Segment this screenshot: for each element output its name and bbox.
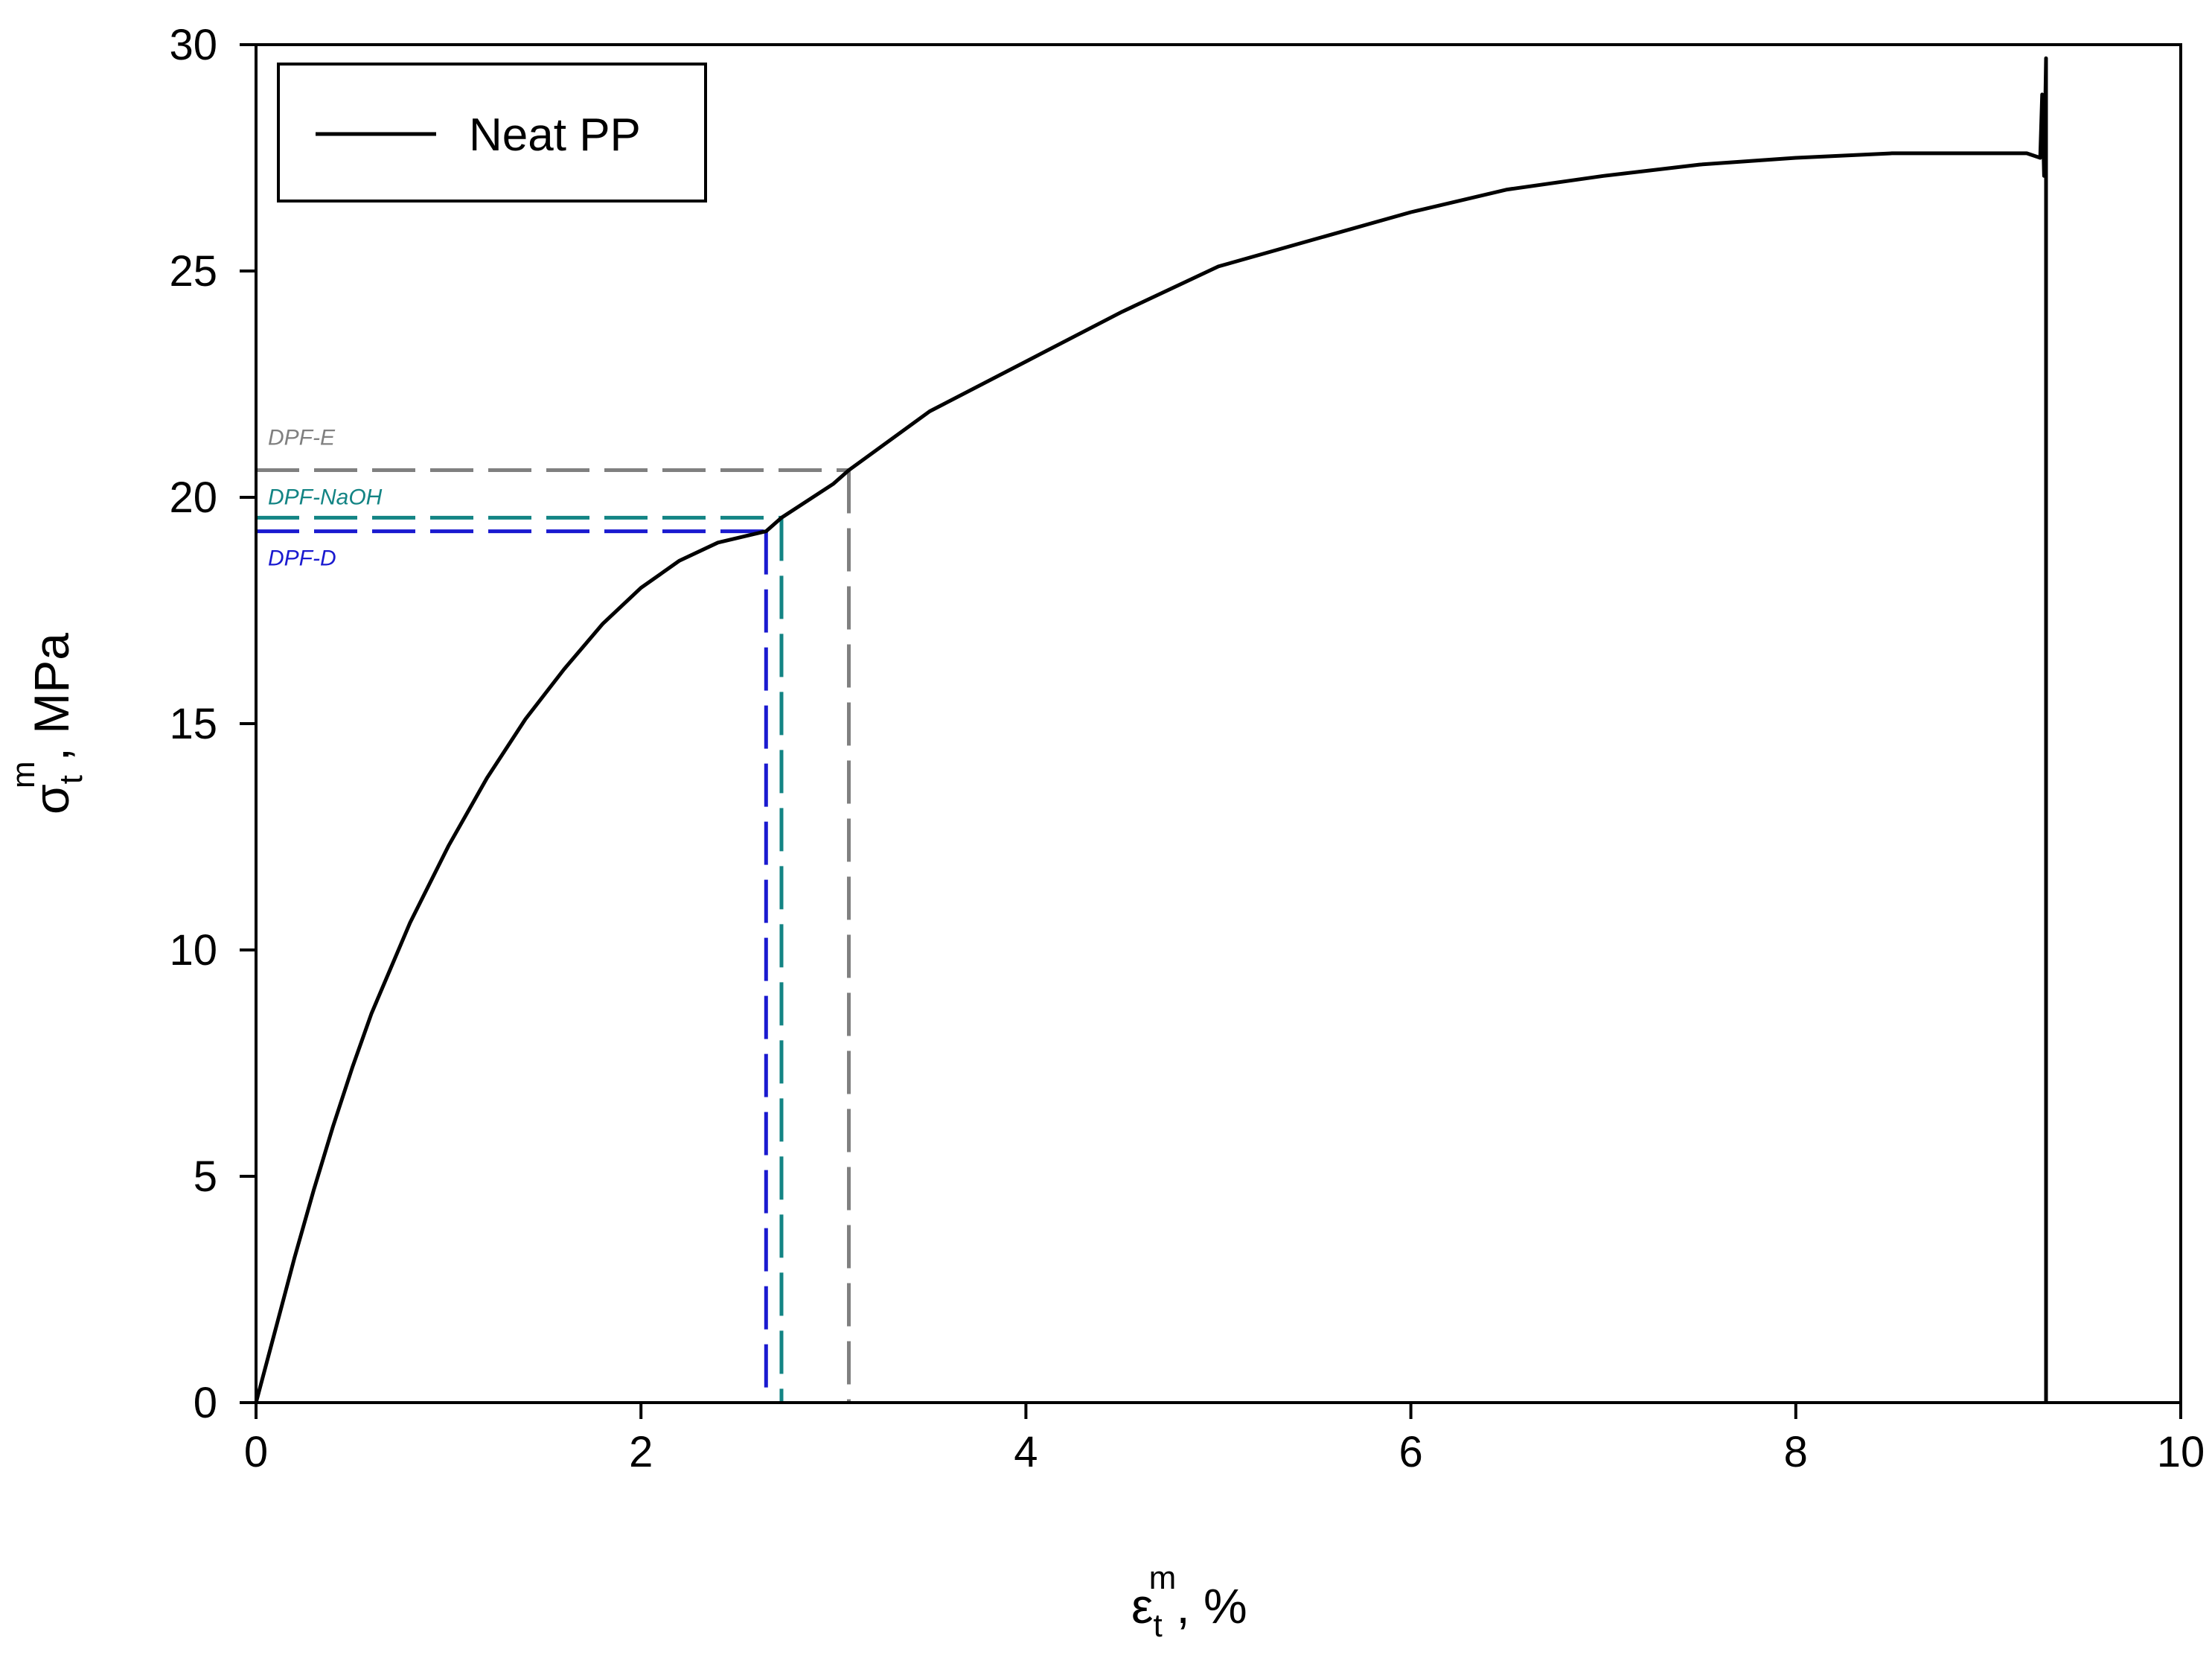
y-tick-label: 25 [169, 247, 217, 296]
plot-layer: DPF-E DPF-NaOH DPF-D [254, 56, 2048, 1403]
x-tick-label: 4 [1014, 1428, 1038, 1476]
y-axis-title: σtm, MPa [5, 633, 89, 814]
ref-label-dpf-e: DPF-E [268, 426, 336, 450]
series-line-neat-pp [254, 56, 2048, 1403]
y-tick-label: 20 [169, 473, 217, 522]
x-tick-label: 2 [629, 1428, 653, 1476]
y-tick-label: 30 [169, 21, 217, 69]
ref-label-dpf-naoh: DPF-NaOH [268, 485, 383, 509]
legend: Neat PP [277, 63, 707, 203]
x-tick-label: 10 [2157, 1428, 2205, 1476]
plot-frame [255, 43, 2182, 1404]
x-tick-label: 6 [1399, 1428, 1422, 1476]
x-tick-label: 0 [244, 1428, 268, 1476]
x-axis-title: εtm, % [1131, 1560, 1247, 1644]
ref-label-dpf-d: DPF-D [268, 546, 336, 571]
y-tick-label: 15 [169, 700, 217, 748]
y-tick-label: 10 [169, 926, 217, 975]
x-tick-label: 8 [1784, 1428, 1808, 1476]
axes-layer: 0 2 4 6 8 10 0 5 10 15 20 25 30 εtm, % σtm, MPa [5, 21, 2205, 1644]
legend-label: Neat PP [469, 109, 641, 161]
y-tick-label: 0 [194, 1379, 217, 1427]
y-tick-label: 5 [194, 1152, 217, 1201]
